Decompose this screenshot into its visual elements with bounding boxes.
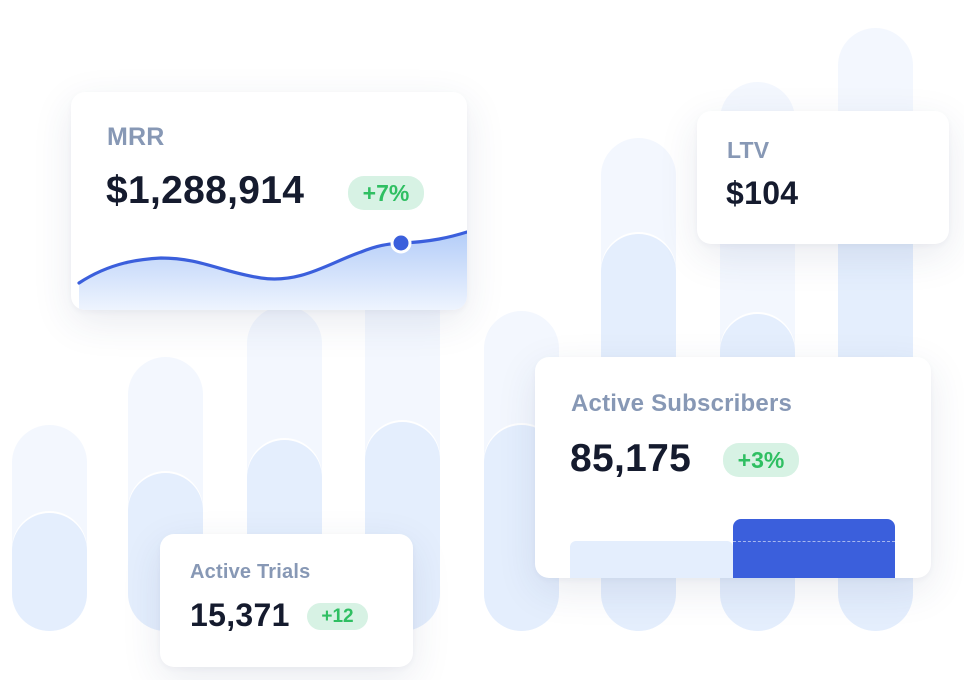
- subscribers-bar-previous: [570, 541, 733, 578]
- ltv-value: $104: [726, 175, 799, 211]
- active-trials-label: Active Trials: [190, 561, 311, 583]
- active-subscribers-value: 85,175: [570, 437, 692, 480]
- ltv-label: LTV: [727, 137, 770, 163]
- subscribers-bar-current: [733, 519, 895, 578]
- mrr-label: MRR: [107, 123, 165, 151]
- mrr-value: $1,288,914: [106, 169, 305, 212]
- mrr-area-fill: [79, 232, 467, 310]
- active-trials-change-badge: +12: [307, 603, 368, 630]
- subscribers-bar-dashed-line: [733, 541, 895, 542]
- bg-bar-1-inner: [12, 513, 87, 631]
- active-trials-value: 15,371: [190, 597, 290, 633]
- active-subscribers-change-badge: +3%: [723, 443, 799, 477]
- ltv-card: LTV $104: [697, 111, 949, 244]
- mrr-data-point: [390, 232, 412, 254]
- mrr-line-chart: [77, 230, 467, 310]
- mrr-card: MRR $1,288,914 +7%: [71, 92, 467, 310]
- active-subscribers-label: Active Subscribers: [571, 390, 793, 417]
- active-subscribers-card: Active Subscribers 85,175 +3%: [535, 357, 931, 578]
- active-trials-card: Active Trials 15,371 +12: [160, 534, 413, 667]
- mrr-change-badge: +7%: [348, 176, 424, 210]
